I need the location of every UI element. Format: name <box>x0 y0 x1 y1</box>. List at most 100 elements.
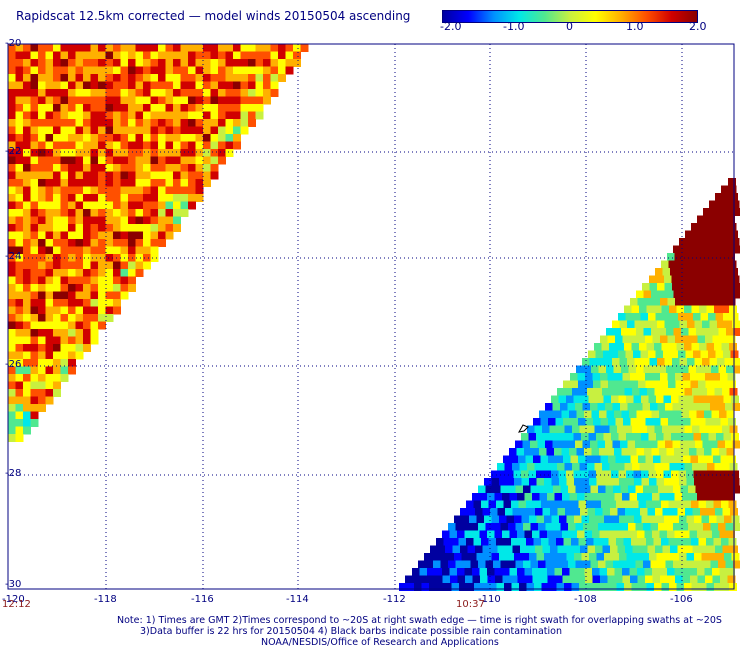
wind-cell <box>23 314 31 322</box>
wind-cell <box>60 306 69 315</box>
wind-cell <box>697 335 706 344</box>
wind-cell <box>716 433 724 441</box>
wind-cell <box>612 440 621 449</box>
wind-cell <box>568 523 576 531</box>
wind-cell <box>625 313 634 321</box>
wind-cell <box>60 359 69 367</box>
wind-cell <box>689 410 697 419</box>
wind-cell <box>618 350 626 359</box>
lat-label: -26 <box>5 359 22 370</box>
wind-cell <box>75 314 84 322</box>
wind-cell <box>675 575 683 584</box>
wind-cell <box>725 208 734 216</box>
wind-cell <box>210 111 219 120</box>
wind-cell <box>509 448 517 456</box>
wind-cell <box>690 373 698 381</box>
wind-cell <box>719 410 727 419</box>
wind-cell <box>180 89 189 97</box>
wind-cell <box>165 66 174 75</box>
wind-cell <box>541 500 549 509</box>
wind-cell <box>716 515 725 524</box>
wind-cell <box>575 440 583 449</box>
wind-cell <box>23 426 31 435</box>
wind-cell <box>442 568 450 576</box>
wind-cell <box>623 538 632 546</box>
wind-cell <box>188 81 196 90</box>
wind-cell <box>30 389 39 397</box>
wind-cell <box>553 523 561 531</box>
wind-cell <box>473 538 482 546</box>
wind-cell <box>68 321 76 330</box>
wind-cell <box>53 134 61 142</box>
wind-cell <box>188 104 196 112</box>
wind-cell <box>707 388 715 396</box>
wind-cell <box>75 186 84 195</box>
wind-cell <box>173 81 181 90</box>
wind-cell <box>590 440 598 449</box>
wind-cell <box>98 209 106 217</box>
wind-cell <box>98 89 106 97</box>
wind-cell <box>560 403 568 411</box>
wind-cell <box>712 215 720 224</box>
wind-cell <box>30 381 39 390</box>
wind-cell <box>45 216 54 225</box>
wind-cell <box>105 111 114 120</box>
wind-cell <box>534 463 543 471</box>
wind-cell <box>709 553 717 561</box>
wind-cell <box>83 201 91 210</box>
wind-cell <box>203 44 211 52</box>
wind-cell <box>158 96 166 105</box>
wind-cell <box>98 156 106 165</box>
wind-cell <box>53 156 61 165</box>
wind-cell <box>240 126 249 135</box>
wind-cell <box>68 261 76 270</box>
wind-cell <box>472 530 480 539</box>
wind-cell <box>696 448 705 456</box>
wind-cell <box>654 463 663 471</box>
wind-cell <box>53 321 61 330</box>
wind-cell <box>733 365 740 374</box>
wind-cell <box>597 358 605 366</box>
wind-cell <box>203 171 211 180</box>
wind-cell <box>23 66 31 75</box>
wind-cell <box>105 66 114 75</box>
wind-cell <box>661 500 669 509</box>
wind-cell <box>555 418 564 426</box>
wind-cell <box>625 508 633 516</box>
wind-cell <box>679 553 687 561</box>
wind-cell <box>23 254 31 262</box>
wind-cell <box>150 209 159 217</box>
wind-cell <box>83 171 91 180</box>
wind-cell <box>548 418 556 426</box>
wind-cell <box>75 201 84 210</box>
wind-cell <box>711 290 719 299</box>
wind-cell <box>464 530 473 539</box>
wind-cell <box>255 89 264 97</box>
wind-cell <box>695 403 703 411</box>
wind-cell <box>611 478 620 486</box>
wind-cell <box>566 470 574 479</box>
wind-cell <box>60 299 69 307</box>
wind-cell <box>587 388 595 396</box>
wind-cell <box>23 321 31 330</box>
wind-cell <box>30 186 39 195</box>
wind-cell <box>664 275 672 284</box>
wind-cell <box>570 380 579 389</box>
wind-cell <box>60 51 69 60</box>
wind-cell <box>143 216 151 225</box>
wind-cell <box>75 291 84 300</box>
wind-cell <box>60 134 69 142</box>
wind-cell <box>120 194 129 202</box>
wind-cell <box>38 359 46 367</box>
wind-cell <box>98 119 106 127</box>
wind-cell <box>158 81 166 90</box>
wind-cell <box>255 59 264 67</box>
wind-cell <box>437 545 446 554</box>
wind-cell <box>659 493 668 501</box>
wind-cell <box>30 171 39 180</box>
wind-cell <box>23 104 31 112</box>
wind-cell <box>619 358 628 366</box>
wind-cell <box>703 208 711 216</box>
wind-cell <box>667 493 675 501</box>
wind-cell <box>559 553 567 561</box>
